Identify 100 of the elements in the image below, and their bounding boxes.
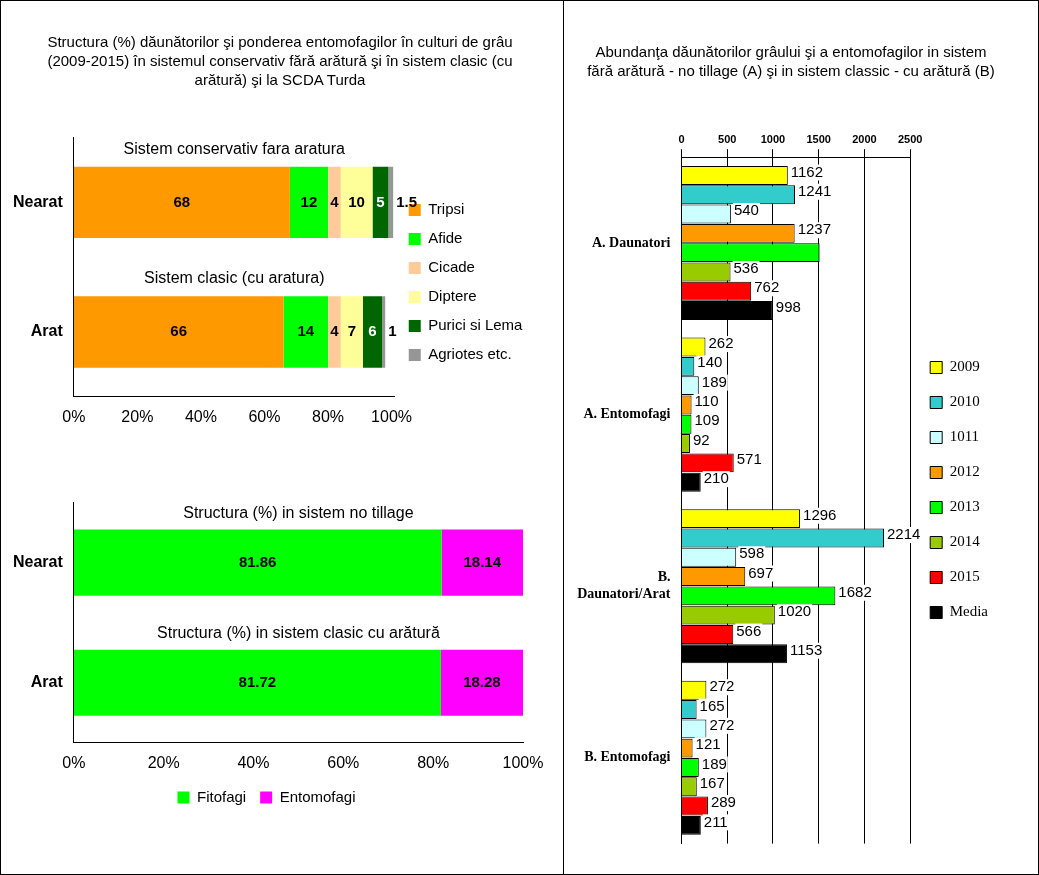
data-label: 262	[708, 334, 734, 352]
data-label: 189	[701, 372, 727, 390]
data-label: 6	[368, 322, 377, 340]
data-label: 12	[300, 192, 318, 210]
data-label: 697	[748, 563, 774, 581]
annotation: Structura (%) in sistem no tillage	[183, 503, 414, 521]
legend-label: 2010	[949, 393, 980, 410]
bar	[328, 296, 341, 368]
y-tick-label: A. Entomofagi	[583, 406, 671, 422]
legend-label: Tripsi	[428, 200, 465, 218]
bar	[340, 166, 373, 239]
x-tick-label: 100%	[502, 753, 544, 771]
x-tick-label: 500	[718, 132, 737, 145]
bar	[283, 296, 329, 368]
data-label: 18.28	[463, 672, 501, 690]
annotation: Sistem clasic (cu aratura)	[144, 269, 325, 287]
data-label: 211	[703, 812, 728, 830]
legend-label: 1011	[949, 428, 980, 445]
bar	[382, 296, 386, 368]
data-label: 110	[694, 392, 719, 410]
x-tick-label: 2500	[897, 132, 923, 145]
y-tick-label: B. Daunatori/Arat	[577, 569, 671, 602]
data-label: 1020	[777, 602, 812, 620]
legend-label: Cicade	[428, 258, 475, 276]
data-label: 540	[733, 201, 759, 219]
data-label: 998	[775, 297, 801, 315]
legend-label: 2014	[949, 533, 981, 550]
data-label: 18.14	[463, 552, 502, 570]
legend-label: Afide	[428, 229, 463, 247]
legend-label: Media	[949, 603, 989, 620]
data-label: 1	[388, 322, 397, 340]
y-tick-label: Nearat	[12, 553, 64, 571]
x-tick-label: 0%	[62, 407, 86, 425]
bar	[73, 649, 441, 716]
bar	[362, 296, 383, 368]
x-tick-label: 1500	[806, 132, 831, 145]
data-label: 109	[694, 411, 720, 429]
data-label: 167	[699, 773, 725, 791]
data-label: 189	[701, 754, 727, 772]
data-label: 1241	[798, 181, 832, 199]
x-tick-label: 80%	[417, 753, 450, 771]
chart-title: Abundanţa dăunătorilor grâului şi a entomofagilor in sistem fără arătură - no tillage (A) şi in sistem classic - cu arătură (B)	[586, 42, 996, 80]
bar	[388, 166, 394, 239]
x-tick-label: 1000	[760, 132, 786, 145]
data-label: 10	[348, 192, 365, 210]
bar	[73, 529, 442, 596]
data-label: 210	[703, 469, 729, 487]
x-tick-label: 0	[678, 132, 685, 145]
data-label: 14	[297, 322, 315, 340]
annotation: Sistem conservativ fara aratura	[123, 139, 346, 157]
data-label: 81.72	[238, 672, 277, 690]
data-label: 272	[709, 715, 735, 733]
y-tick-label: B. Entomofagi	[584, 749, 671, 765]
bar	[73, 296, 284, 368]
x-tick-label: 80%	[312, 407, 345, 425]
data-label: 2214	[887, 525, 921, 543]
legend-label: 2009	[949, 358, 980, 375]
legend-label: Entomofagi	[279, 787, 356, 805]
legend-label: Purici si Lema	[428, 316, 524, 334]
legend-label: 2012	[949, 463, 980, 480]
data-label: 1296	[803, 505, 837, 523]
y-tick-label: Arat	[30, 673, 64, 691]
x-tick-label: 2000	[852, 132, 877, 145]
data-label: 140	[697, 353, 723, 371]
data-label: 121	[695, 735, 721, 753]
data-label: 289	[710, 793, 736, 811]
data-label: 68	[173, 192, 191, 210]
data-label: 165	[699, 696, 725, 714]
x-tick-label: 60%	[327, 753, 360, 771]
data-label: 4	[330, 322, 340, 340]
data-label: 92	[692, 430, 710, 448]
data-label: 762	[754, 278, 780, 296]
data-label: 81.86	[238, 552, 277, 570]
legend-label: Diptere	[428, 287, 477, 305]
data-label: 5	[376, 192, 385, 210]
x-tick-label: 40%	[237, 753, 270, 771]
x-tick-label: 20%	[121, 407, 154, 425]
bar	[441, 529, 523, 596]
data-label: 4	[330, 192, 340, 210]
data-label: 536	[733, 259, 759, 277]
data-label: 566	[736, 621, 762, 639]
x-tick-label: 0%	[62, 753, 86, 771]
legend-label: 2013	[949, 498, 980, 515]
data-label: 571	[736, 450, 762, 467]
x-tick-label: 40%	[184, 407, 217, 425]
data-label: 1153	[789, 640, 823, 658]
x-tick-label: 60%	[248, 407, 281, 425]
data-label: 272	[709, 677, 735, 695]
bar	[289, 166, 329, 239]
data-label: 66	[170, 322, 188, 340]
data-label: 7	[347, 322, 357, 340]
data-label: 598	[739, 544, 765, 562]
y-tick-label: A. Daunatori	[591, 234, 671, 250]
bar	[73, 166, 290, 239]
bar	[440, 649, 523, 716]
data-label: 1237	[797, 220, 832, 238]
bar	[328, 166, 341, 239]
legend-label: Agriotes etc.	[428, 345, 512, 363]
x-tick-label: 20%	[147, 753, 180, 771]
y-tick-label: Nearat	[12, 192, 64, 210]
